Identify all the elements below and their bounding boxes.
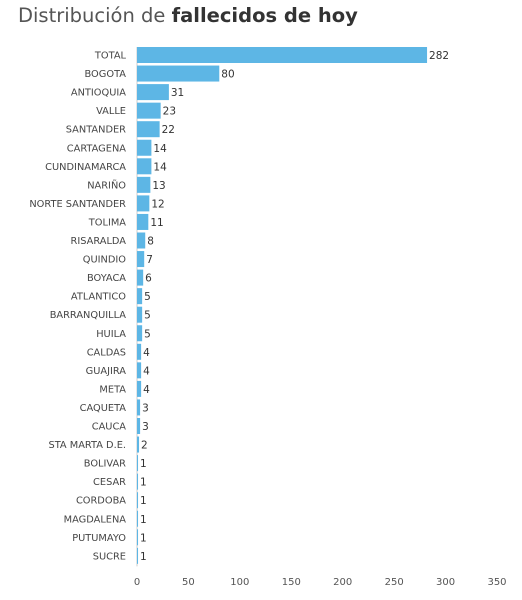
category-label: CAUCA	[92, 422, 127, 433]
category-label: CORDOBA	[76, 496, 126, 507]
category-label: GUAJIRA	[86, 366, 127, 377]
bar	[137, 343, 142, 360]
bar	[137, 176, 151, 193]
bar	[137, 455, 139, 472]
bar	[137, 213, 149, 230]
value-label: 6	[145, 273, 152, 285]
category-label: BOGOTA	[85, 69, 127, 80]
value-label: 1	[140, 458, 147, 470]
category-label: CUNDINAMARCA	[45, 162, 126, 173]
bar	[137, 473, 139, 490]
value-label: 282	[429, 50, 449, 62]
value-label: 23	[163, 106, 176, 118]
x-tick-label: 350	[487, 577, 506, 588]
category-label: BOLIVAR	[84, 459, 126, 470]
bar	[137, 102, 161, 119]
bar	[137, 418, 141, 434]
value-label: 12	[151, 198, 164, 210]
value-label: 3	[142, 402, 149, 414]
x-tick-label: 100	[230, 577, 249, 588]
value-label: 11	[150, 217, 163, 229]
category-label: ATLANTICO	[71, 292, 126, 303]
bar	[137, 139, 152, 156]
value-label: 5	[144, 310, 151, 322]
bar	[137, 510, 139, 527]
category-label: NORTE SANTANDER	[29, 199, 126, 210]
bar	[137, 269, 144, 286]
x-tick-label: 0	[134, 577, 140, 588]
bar	[137, 251, 145, 268]
value-label: 1	[140, 514, 147, 526]
value-label: 3	[142, 421, 149, 433]
bar	[137, 121, 160, 138]
category-label: CESAR	[93, 477, 126, 488]
x-tick-label: 150	[282, 577, 301, 588]
value-label: 14	[153, 161, 167, 173]
value-label: 22	[162, 124, 175, 136]
category-label: VALLE	[96, 106, 126, 117]
category-label: TOLIMA	[88, 217, 126, 228]
category-label: META	[99, 384, 126, 395]
chart-title-bold: fallecidos de hoy	[171, 4, 358, 27]
bar	[137, 158, 152, 175]
value-label: 14	[153, 143, 167, 155]
value-label: 80	[221, 69, 234, 81]
x-tick-label: 300	[436, 577, 455, 588]
value-label: 5	[144, 291, 151, 303]
bar	[137, 306, 143, 323]
category-label: HUILA	[96, 329, 126, 340]
category-label: QUINDIO	[83, 255, 127, 266]
category-label: PUTUMAYO	[72, 533, 126, 544]
bar	[137, 65, 220, 82]
category-label: RISARALDA	[71, 236, 127, 247]
category-label: ANTIOQUIA	[71, 88, 126, 99]
bar	[137, 84, 169, 101]
category-label: SUCRE	[93, 551, 126, 562]
category-label: CARTAGENA	[67, 143, 126, 154]
bar	[137, 288, 143, 305]
value-label: 2	[141, 440, 148, 452]
x-tick-label: 200	[333, 577, 352, 588]
value-label: 7	[146, 254, 153, 266]
category-label: BARRANQUILLA	[50, 310, 127, 321]
bar	[137, 399, 141, 416]
bar	[137, 380, 142, 397]
value-label: 1	[140, 551, 147, 563]
chart-title: Distribución de fallecidos de hoy	[18, 4, 358, 27]
x-tick-label: 250	[385, 577, 404, 588]
category-label: CALDAS	[87, 347, 126, 358]
value-label: 1	[140, 495, 147, 507]
value-label: 8	[147, 236, 154, 248]
value-label: 4	[143, 365, 150, 377]
bar	[137, 492, 139, 509]
category-label: MAGDALENA	[64, 514, 127, 525]
bar	[137, 195, 150, 212]
bar	[137, 547, 139, 564]
value-label: 5	[144, 328, 151, 340]
value-label: 1	[140, 477, 147, 489]
chart-title-prefix: Distribución de	[18, 4, 172, 27]
category-label: SANTANDER	[66, 125, 126, 136]
bar	[137, 436, 140, 453]
category-label: CAQUETA	[80, 403, 127, 414]
category-label: NARIÑO	[87, 178, 126, 191]
value-label: 13	[152, 180, 165, 192]
bar	[137, 325, 143, 342]
value-label: 4	[143, 384, 150, 396]
category-label: BOYACA	[87, 273, 126, 284]
bar	[137, 47, 428, 63]
category-label: STA MARTA D.E.	[48, 440, 126, 451]
value-label: 4	[143, 347, 150, 359]
bar	[137, 232, 146, 249]
bar	[137, 362, 142, 379]
value-label: 31	[171, 87, 184, 99]
value-label: 1	[140, 532, 147, 544]
bar	[137, 529, 139, 546]
x-tick-label: 50	[182, 577, 195, 588]
category-label: TOTAL	[94, 51, 127, 62]
